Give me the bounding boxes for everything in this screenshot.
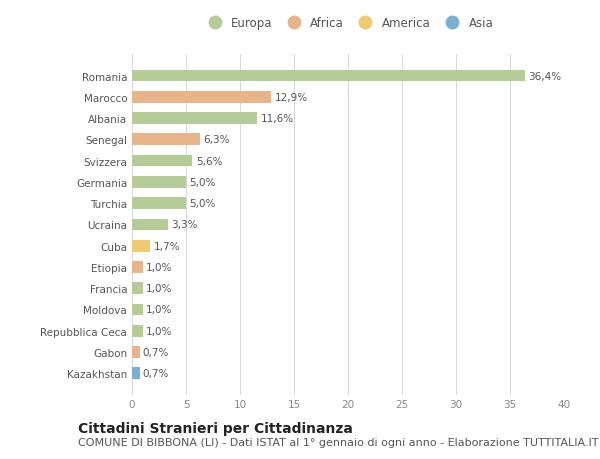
Bar [132, 92, 271, 103]
Legend: Europa, Africa, America, Asia: Europa, Africa, America, Asia [199, 13, 497, 34]
Text: COMUNE DI BIBBONA (LI) - Dati ISTAT al 1° gennaio di ogni anno - Elaborazione TU: COMUNE DI BIBBONA (LI) - Dati ISTAT al 1… [78, 437, 599, 447]
Text: 1,0%: 1,0% [146, 284, 172, 294]
Text: 36,4%: 36,4% [529, 71, 562, 81]
Bar [132, 134, 200, 146]
Text: 11,6%: 11,6% [260, 114, 293, 124]
Text: 5,0%: 5,0% [189, 178, 215, 187]
Bar [132, 156, 193, 167]
Text: 3,3%: 3,3% [171, 220, 197, 230]
Bar [132, 198, 186, 209]
Text: 0,7%: 0,7% [143, 369, 169, 379]
Text: 0,7%: 0,7% [143, 347, 169, 357]
Text: 1,0%: 1,0% [146, 305, 172, 315]
Bar [132, 325, 143, 337]
Bar [132, 283, 143, 294]
Bar [132, 304, 143, 316]
Bar [132, 368, 140, 379]
Text: 6,3%: 6,3% [203, 135, 230, 145]
Bar [132, 219, 167, 231]
Text: 1,0%: 1,0% [146, 326, 172, 336]
Bar [132, 71, 525, 82]
Bar [132, 241, 151, 252]
Text: 5,6%: 5,6% [196, 156, 222, 166]
Text: 5,0%: 5,0% [189, 199, 215, 209]
Bar [132, 113, 257, 125]
Text: 1,7%: 1,7% [154, 241, 180, 251]
Bar [132, 262, 143, 273]
Text: 1,0%: 1,0% [146, 263, 172, 272]
Text: 12,9%: 12,9% [275, 93, 308, 102]
Bar [132, 177, 186, 188]
Text: Cittadini Stranieri per Cittadinanza: Cittadini Stranieri per Cittadinanza [78, 421, 353, 436]
Bar [132, 347, 140, 358]
